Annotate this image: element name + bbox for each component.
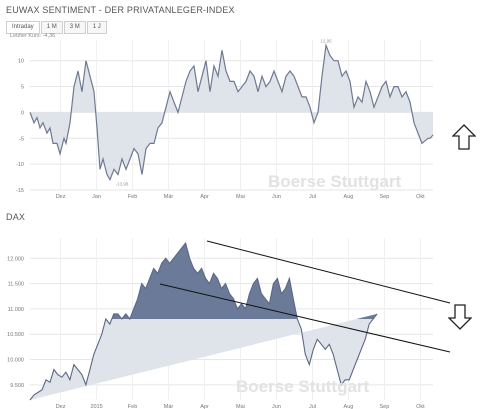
sentiment-x-ticks: Dez Jan Feb Mär Apr Mai Jun Jul Aug Sep Okt	[56, 194, 425, 200]
x-tick-label: Mai	[236, 194, 245, 200]
sentiment-y-ticks: 10 5 0 -5 -10 -15	[16, 59, 24, 194]
y-tick-label: 10.000	[7, 358, 24, 364]
y-tick-label: -10	[16, 162, 24, 168]
x-tick-label: Jan	[92, 194, 101, 200]
x-tick-label: Apr	[200, 194, 209, 200]
dax-x-ticks: Dez 2015 Feb Mär Apr Mai Jun Jul Aug Sep Okt	[56, 404, 425, 409]
last-price-label: Letzter Kurs: -4,36	[10, 33, 56, 39]
x-tick-label: Mai	[236, 404, 245, 409]
watermark-bottom: Boerse Stuttgart	[236, 377, 370, 396]
x-tick-label: Aug	[344, 194, 354, 200]
sentiment-chart: 10 5 0 -5 -10 -15 Dez Jan Feb Mär Apr Mai Jun Jul Aug…	[16, 38, 434, 200]
dax-line	[29, 241, 378, 401]
tab-intraday[interactable]: Intraday	[6, 21, 40, 34]
sentiment-annotations: 12,95 -13,98	[116, 38, 333, 186]
dax-channel-lower	[159, 283, 451, 353]
sentiment-area	[30, 45, 433, 180]
y-tick-label: 10	[18, 59, 24, 65]
dax-area-above	[105, 243, 378, 319]
y-tick-label: -5	[19, 136, 24, 142]
max-annotation: 12,95	[320, 38, 332, 43]
y-tick-label: 0	[21, 110, 24, 116]
x-tick-label: Jul	[309, 404, 316, 409]
dax-y-ticks: 12.000 11.500 11.000 10.500 10.000 9.500	[7, 256, 24, 389]
dax-panel-title: DAX	[6, 212, 26, 222]
dax-channel-upper	[206, 240, 451, 304]
y-tick-label: 10.500	[7, 332, 24, 338]
x-tick-label: Dez	[56, 194, 66, 200]
down-arrow-icon[interactable]	[448, 304, 472, 330]
x-tick-label: Feb	[128, 194, 137, 200]
y-tick-label: 5	[21, 85, 24, 91]
x-tick-label: Apr	[200, 404, 209, 409]
x-tick-label: Jun	[272, 404, 281, 409]
sentiment-panel-title: EUWAX SENTIMENT - DER PRIVATANLEGER-INDE…	[6, 5, 235, 15]
y-tick-label: 11.500	[8, 282, 24, 288]
x-tick-label: Mär	[164, 404, 174, 409]
x-tick-label: 2015	[90, 404, 102, 409]
watermark-top: Boerse Stuttgart	[268, 172, 402, 191]
y-tick-label: -15	[16, 188, 24, 194]
x-tick-label: Sep	[380, 194, 390, 200]
up-arrow-icon[interactable]	[452, 124, 476, 150]
x-tick-label: Mär	[164, 194, 174, 200]
x-tick-label: Dez	[56, 404, 66, 409]
y-tick-label: 11.000	[8, 307, 24, 313]
x-tick-label: Feb	[128, 404, 137, 409]
x-tick-label: Aug	[344, 404, 354, 409]
tab-1-month[interactable]: 1 M	[40, 21, 63, 34]
min-annotation: -13,98	[116, 182, 129, 187]
tab-3-months[interactable]: 3 M	[63, 21, 86, 34]
x-tick-label: Sep	[380, 404, 390, 409]
x-tick-label: Jun	[272, 194, 281, 200]
sentiment-line	[29, 43, 434, 182]
tab-1-year[interactable]: 1 J	[86, 21, 107, 34]
y-tick-label: 12.000	[7, 256, 24, 262]
x-tick-label: Okt	[416, 194, 425, 200]
dax-area-below	[30, 243, 378, 400]
x-tick-label: Okt	[416, 404, 425, 409]
timeframe-tabs: Intraday 1 M 3 M 1 J	[6, 21, 108, 34]
y-tick-label: 9.500	[10, 383, 24, 389]
x-tick-label: Jul	[309, 194, 316, 200]
